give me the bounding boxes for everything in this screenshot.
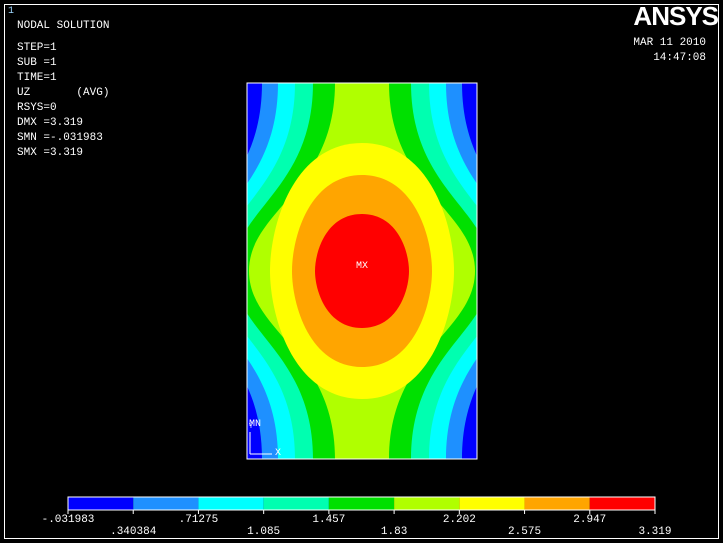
- info-line: SMX =3.319: [17, 147, 83, 159]
- legend-label: 1.83: [381, 526, 407, 538]
- axis-y-label: Y: [249, 423, 254, 431]
- info-line: NODAL SOLUTION: [17, 20, 109, 32]
- date: MAR 11 2010: [633, 37, 706, 49]
- contour-plot: [247, 83, 477, 459]
- legend-label: 1.457: [312, 514, 345, 526]
- legend-label: 2.575: [508, 526, 541, 538]
- info-line: UZ (AVG): [17, 87, 109, 99]
- legend-swatch: [328, 497, 395, 510]
- axis-x-label: X: [275, 448, 281, 459]
- contour-band: [247, 83, 295, 459]
- legend-label: .71275: [179, 514, 219, 526]
- info-line: DMX =3.319: [17, 117, 83, 129]
- legend-swatch: [198, 497, 264, 510]
- frame: [4, 4, 719, 539]
- legend-label: -.031983: [42, 514, 95, 526]
- logo: ANSYS: [633, 1, 718, 31]
- min-label: MN: [249, 419, 261, 430]
- legend-label: .340384: [110, 526, 157, 538]
- info-block: NODAL SOLUTION STEP=1 SUB =1 TIME=1 UZ (AVG)…: [17, 20, 109, 159]
- max-label: MX: [356, 261, 368, 272]
- legend-swatch: [263, 497, 329, 510]
- legend-label: 2.947: [573, 514, 606, 526]
- legend-swatch: [133, 497, 199, 510]
- info-line: SMN =-.031983: [17, 132, 103, 144]
- legend-swatch: [589, 497, 655, 510]
- legend-label: 1.085: [247, 526, 280, 538]
- legend-swatch: [459, 497, 525, 510]
- info-line: STEP=1: [17, 42, 57, 54]
- legend: -.031983 .340384 .71275 1.085 1.457 1.83 2.202…: [42, 496, 672, 538]
- legend-swatch: [68, 497, 134, 510]
- time: 14:47:08: [653, 52, 706, 64]
- legend-swatch: [524, 497, 590, 510]
- legend-swatch: [394, 497, 460, 510]
- window-number: 1: [8, 6, 14, 17]
- info-line: RSYS=0: [17, 102, 57, 114]
- contour-band: [462, 83, 477, 459]
- contour-band: [315, 214, 409, 328]
- info-line: SUB =1: [17, 57, 57, 69]
- legend-label: 2.202: [443, 514, 476, 526]
- contour-band: [429, 83, 477, 459]
- contour-band: [247, 83, 262, 459]
- plate-border: [246, 82, 478, 460]
- legend-label: 3.319: [638, 526, 671, 538]
- legend-border: [67, 496, 656, 511]
- info-line: TIME=1: [17, 72, 57, 84]
